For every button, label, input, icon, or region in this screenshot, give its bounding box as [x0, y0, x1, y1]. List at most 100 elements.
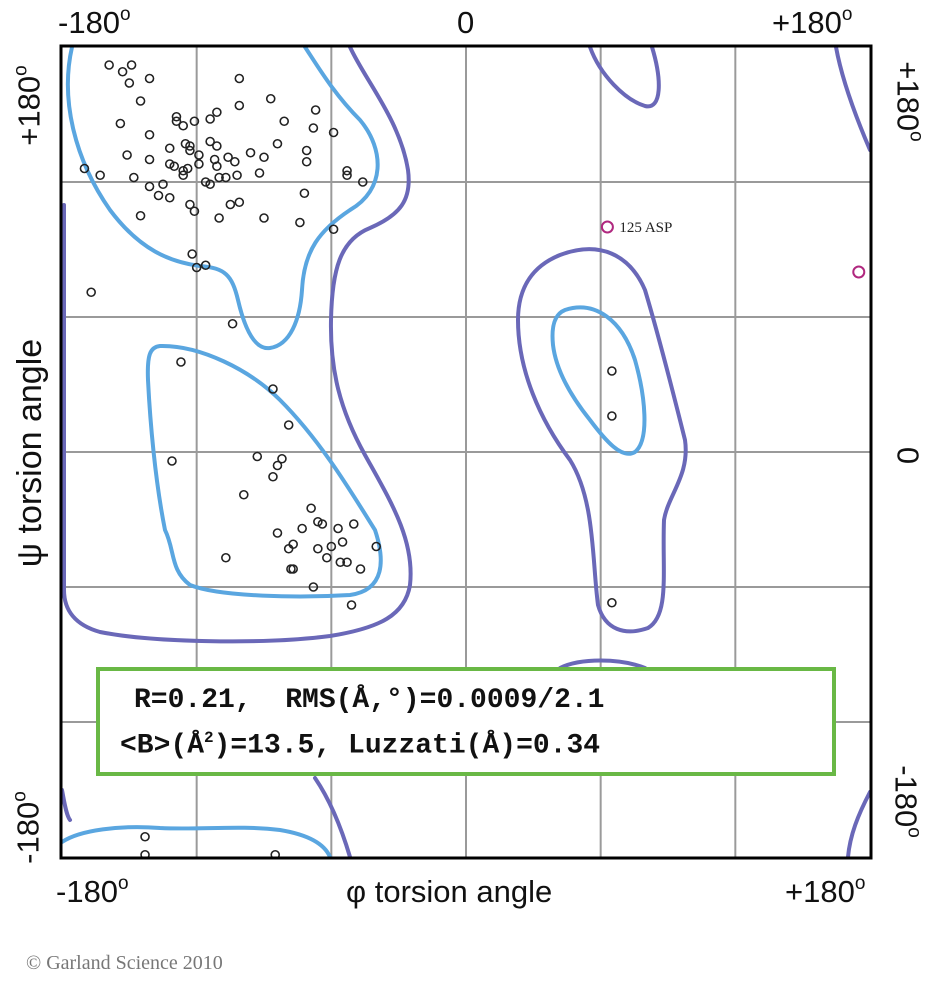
copyright-notice: © Garland Science 2010 [26, 952, 223, 974]
data-point [164, 192, 175, 203]
data-point [185, 199, 195, 210]
data-point [272, 460, 283, 471]
data-point [288, 564, 298, 574]
data-point [178, 170, 188, 181]
data-point [283, 420, 294, 430]
data-point [189, 116, 200, 127]
data-point [333, 523, 343, 534]
stats-line-2: <B>(Å2)=13.5, Luzzati(Å)=0.34 [120, 729, 601, 762]
data-point [164, 159, 175, 169]
outlier-points: 125 ASP [600, 220, 866, 279]
data-point [310, 105, 321, 115]
data-point [313, 516, 323, 527]
data-point [223, 152, 233, 163]
data-point [126, 60, 137, 70]
data-point [115, 118, 126, 129]
data-points [79, 60, 617, 860]
data-point [144, 181, 155, 192]
data-point [335, 557, 346, 568]
tick-label-bottom-min: -180o [56, 873, 129, 909]
data-point [259, 152, 269, 163]
data-point [272, 138, 283, 149]
data-point [371, 541, 382, 552]
data-point [185, 141, 195, 151]
core-contour-bottom [60, 825, 332, 859]
data-point [194, 159, 204, 169]
data-point [234, 100, 245, 111]
data-point [144, 129, 155, 140]
tick-label-left-min: -180o [9, 791, 46, 864]
data-point [221, 552, 231, 563]
refinement-stats-box: R=0.21, RMS(Å,°)=0.0009/2.1 <B>(Å2)=13.5… [96, 667, 836, 776]
allowed-contour-bottom-middle [558, 658, 647, 670]
data-point [189, 206, 200, 217]
outlier-label: 125 ASP [619, 220, 672, 236]
data-point [607, 411, 617, 421]
allowed-contour-left [62, 45, 413, 644]
data-point [348, 519, 359, 529]
data-point [169, 161, 180, 172]
tick-label-top-min: -180o [58, 4, 131, 40]
data-point [171, 111, 182, 122]
data-point [355, 564, 366, 574]
contours [60, 45, 872, 859]
data-point [144, 154, 155, 165]
data-point [342, 170, 352, 181]
data-point [301, 156, 312, 167]
data-point [225, 199, 236, 210]
x-axis-label: φ torsion angle [346, 874, 553, 909]
data-point [176, 357, 186, 367]
data-point [346, 600, 357, 610]
stats-line-1: R=0.21, RMS(Å,°)=0.0009/2.1 [134, 685, 605, 716]
data-point [171, 116, 182, 127]
data-point [254, 168, 265, 178]
core-contour-alpha [145, 343, 383, 599]
data-point [104, 60, 114, 70]
data-point [328, 127, 339, 138]
data-point [234, 197, 245, 208]
tick-label-right-zero: 0 [890, 446, 926, 465]
data-point [194, 150, 204, 160]
data-point [234, 73, 245, 84]
data-point [342, 557, 352, 568]
allowed-contour-top-right [588, 45, 661, 109]
data-point [144, 73, 155, 84]
tick-label-right-min: -180o [888, 765, 925, 838]
data-point [122, 150, 132, 160]
allowed-contour-right-edge-top [834, 45, 872, 152]
data-point [214, 172, 224, 183]
data-point [295, 217, 305, 228]
data-point [288, 539, 298, 550]
data-point [277, 453, 287, 464]
data-point [252, 451, 263, 462]
plot-frame [59, 44, 873, 860]
tick-label-left-max: +180o [10, 65, 47, 146]
data-point [95, 170, 105, 181]
data-point [187, 249, 197, 259]
data-point [164, 143, 175, 154]
data-point [306, 503, 316, 514]
data-point [322, 552, 332, 563]
data-point [200, 177, 211, 187]
data-point [178, 165, 188, 176]
data-point [308, 123, 319, 133]
data-point [79, 163, 90, 174]
tick-label-bottom-max: +180o [785, 873, 866, 909]
outlier-point [852, 265, 866, 279]
data-point [268, 471, 278, 482]
data-point [135, 210, 146, 221]
tick-label-top-zero: 0 [457, 5, 475, 40]
data-point [279, 116, 290, 127]
data-point [205, 179, 215, 190]
allowed-contour-right [515, 247, 688, 634]
data-point [214, 213, 224, 223]
data-point [268, 384, 278, 394]
data-point [317, 519, 328, 529]
data-point [337, 537, 348, 547]
data-point [245, 147, 256, 158]
core-contour-beta [65, 45, 380, 351]
data-point [86, 287, 96, 298]
tick-label-top-max: +180o [772, 4, 853, 40]
data-point [212, 107, 222, 118]
